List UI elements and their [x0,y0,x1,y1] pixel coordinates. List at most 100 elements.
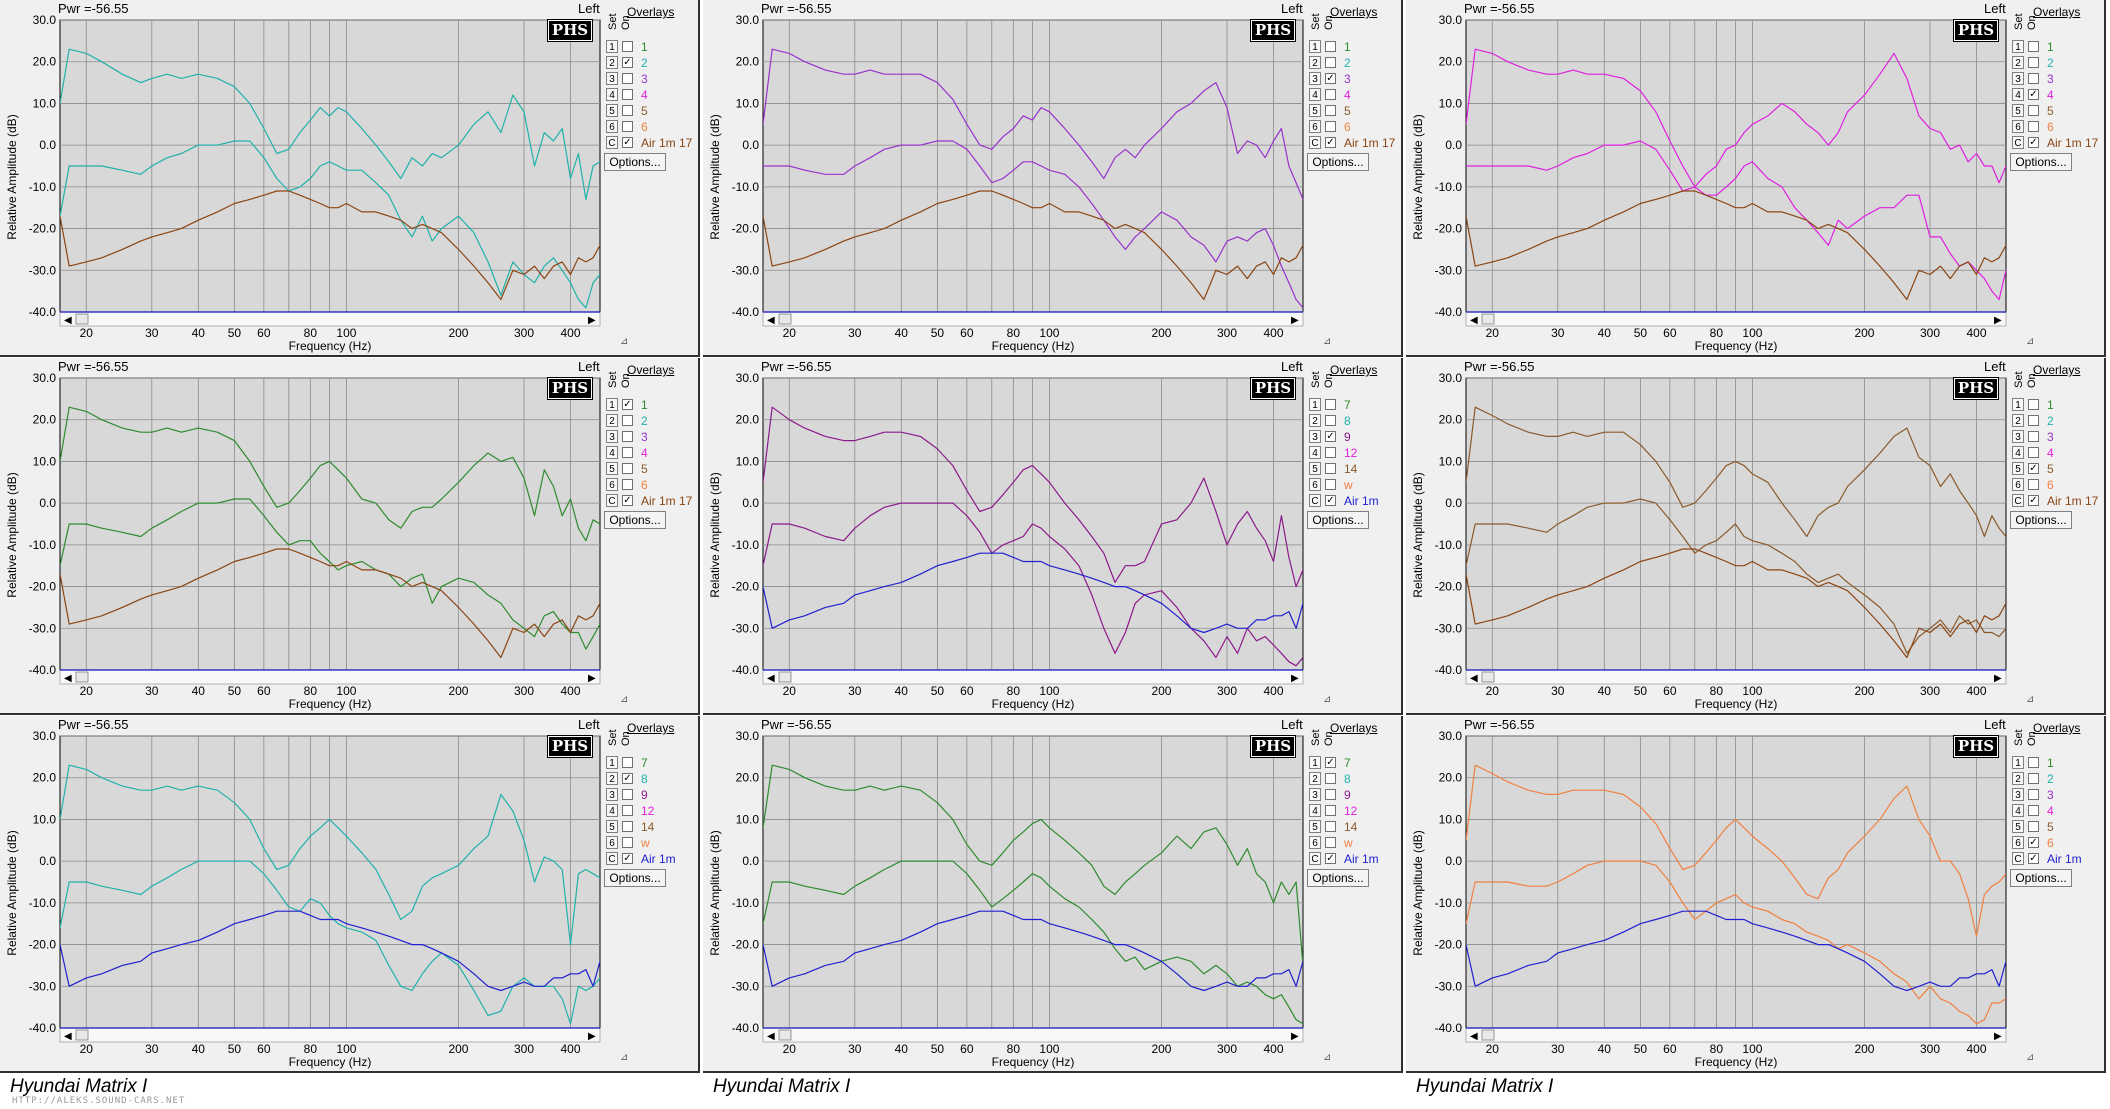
scroll-thumb[interactable] [1481,313,1495,325]
overlay-set-button[interactable]: C [606,136,618,149]
overlay-checkbox[interactable]: ✓ [622,399,633,410]
scroll-thumb[interactable] [75,1029,89,1041]
overlay-checkbox[interactable] [2028,399,2039,410]
scroll-left-icon[interactable]: ◀ [1470,673,1478,684]
overlay-set-button[interactable]: 2 [2012,414,2024,427]
overlay-checkbox[interactable] [1325,773,1336,784]
overlay-checkbox[interactable] [622,479,633,490]
overlay-checkbox[interactable] [622,89,633,100]
overlay-checkbox[interactable]: ✓ [1325,431,1336,442]
options-button[interactable]: Options... [2010,511,2072,529]
overlay-checkbox[interactable] [2028,789,2039,800]
overlays-header[interactable]: Overlays [1330,363,1378,377]
overlay-checkbox[interactable] [1325,89,1336,100]
overlay-checkbox[interactable] [1325,789,1336,800]
options-button[interactable]: Options... [1307,153,1369,171]
overlay-checkbox[interactable] [622,105,633,116]
overlay-checkbox[interactable] [622,821,633,832]
scroll-left-icon[interactable]: ◀ [767,1031,775,1042]
overlay-set-button[interactable]: 3 [2012,72,2024,85]
scroll-left-icon[interactable]: ◀ [64,315,72,326]
overlay-checkbox[interactable] [2028,773,2039,784]
overlay-checkbox[interactable] [2028,805,2039,816]
options-button[interactable]: Options... [1307,511,1369,529]
overlay-set-button[interactable]: 1 [1309,756,1321,769]
overlay-checkbox[interactable]: ✓ [622,853,633,864]
overlay-checkbox[interactable] [1325,479,1336,490]
overlays-header[interactable]: Overlays [627,721,675,735]
options-button[interactable]: Options... [2010,153,2072,171]
overlay-set-button[interactable]: 1 [2012,40,2024,53]
overlay-set-button[interactable]: 1 [606,398,618,411]
overlay-set-button[interactable]: 2 [606,414,618,427]
overlay-checkbox[interactable]: ✓ [622,773,633,784]
overlay-checkbox[interactable] [1325,105,1336,116]
overlay-set-button[interactable]: 5 [2012,462,2024,475]
overlay-checkbox[interactable] [1325,57,1336,68]
overlay-set-button[interactable]: 5 [2012,104,2024,117]
overlay-set-button[interactable]: 1 [606,40,618,53]
overlay-checkbox[interactable] [622,431,633,442]
overlay-set-button[interactable]: 5 [2012,820,2024,833]
overlay-set-button[interactable]: 3 [606,788,618,801]
overlay-checkbox[interactable] [2028,479,2039,490]
overlay-set-button[interactable]: C [2012,494,2024,507]
scroll-thumb[interactable] [1481,671,1495,683]
options-button[interactable]: Options... [1307,869,1369,887]
resize-grip-icon[interactable]: ⊿ [620,336,628,347]
overlay-set-button[interactable]: 5 [606,104,618,117]
overlay-set-button[interactable]: 4 [606,88,618,101]
scroll-left-icon[interactable]: ◀ [1470,315,1478,326]
scroll-thumb[interactable] [75,671,89,683]
overlay-checkbox[interactable] [622,73,633,84]
overlays-header[interactable]: Overlays [2033,363,2081,377]
overlay-set-button[interactable]: 2 [2012,56,2024,69]
scroll-right-icon[interactable]: ▶ [1994,1031,2002,1042]
overlay-set-button[interactable]: 5 [1309,820,1321,833]
overlay-checkbox[interactable] [2028,757,2039,768]
scroll-thumb[interactable] [778,671,792,683]
overlay-checkbox[interactable] [2028,121,2039,132]
overlay-checkbox[interactable]: ✓ [1325,73,1336,84]
overlay-set-button[interactable]: 2 [2012,772,2024,785]
resize-grip-icon[interactable]: ⊿ [620,1052,628,1063]
overlay-checkbox[interactable]: ✓ [2028,495,2039,506]
scroll-right-icon[interactable]: ▶ [588,315,596,326]
overlay-checkbox[interactable]: ✓ [2028,137,2039,148]
resize-grip-icon[interactable]: ⊿ [620,694,628,705]
overlay-set-button[interactable]: 2 [606,772,618,785]
overlay-checkbox[interactable] [1325,463,1336,474]
overlay-set-button[interactable]: 4 [1309,88,1321,101]
overlay-checkbox[interactable] [622,805,633,816]
overlay-checkbox[interactable]: ✓ [1325,495,1336,506]
overlay-checkbox[interactable] [1325,415,1336,426]
overlay-checkbox[interactable] [1325,447,1336,458]
overlay-set-button[interactable]: 6 [1309,478,1321,491]
resize-grip-icon[interactable]: ⊿ [2026,694,2034,705]
scroll-right-icon[interactable]: ▶ [588,673,596,684]
scroll-thumb[interactable] [778,1029,792,1041]
overlay-set-button[interactable]: 3 [2012,430,2024,443]
overlay-set-button[interactable]: 3 [606,72,618,85]
overlay-set-button[interactable]: 2 [1309,414,1321,427]
scroll-right-icon[interactable]: ▶ [1994,673,2002,684]
overlay-set-button[interactable]: 5 [606,462,618,475]
overlay-checkbox[interactable]: ✓ [622,137,633,148]
overlay-set-button[interactable]: 6 [1309,836,1321,849]
overlay-set-button[interactable]: 6 [606,478,618,491]
overlays-header[interactable]: Overlays [2033,721,2081,735]
overlay-set-button[interactable]: 3 [1309,430,1321,443]
overlay-set-button[interactable]: C [606,494,618,507]
overlay-set-button[interactable]: 1 [2012,756,2024,769]
overlay-set-button[interactable]: 4 [606,446,618,459]
overlay-set-button[interactable]: C [1309,852,1321,865]
resize-grip-icon[interactable]: ⊿ [1323,336,1331,347]
overlay-set-button[interactable]: 5 [1309,462,1321,475]
overlay-checkbox[interactable] [1325,41,1336,52]
overlays-header[interactable]: Overlays [2033,5,2081,19]
overlay-set-button[interactable]: 3 [1309,788,1321,801]
overlay-checkbox[interactable] [622,789,633,800]
overlay-checkbox[interactable] [1325,399,1336,410]
options-button[interactable]: Options... [604,511,666,529]
overlay-checkbox[interactable] [1325,821,1336,832]
